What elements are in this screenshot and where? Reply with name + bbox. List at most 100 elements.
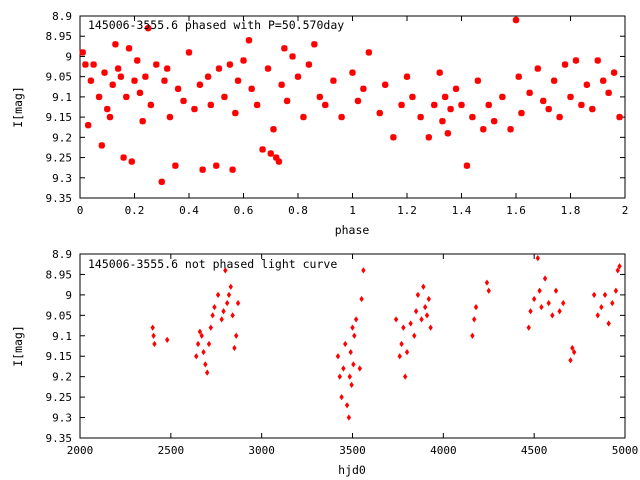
data-point bbox=[166, 113, 174, 121]
data-point bbox=[376, 109, 383, 117]
data-point bbox=[84, 122, 92, 129]
data-point bbox=[79, 49, 86, 56]
data-point bbox=[578, 101, 585, 109]
data-point bbox=[550, 312, 555, 319]
data-point bbox=[125, 45, 133, 52]
data-point bbox=[594, 57, 601, 64]
y-tick-label: 9.2 bbox=[52, 131, 72, 144]
data-point bbox=[484, 279, 490, 286]
y-tick-label: 9.35 bbox=[46, 432, 73, 445]
data-point bbox=[172, 162, 179, 169]
data-point bbox=[305, 61, 313, 68]
data-point bbox=[422, 304, 428, 311]
x-tick-label: 3500 bbox=[339, 444, 366, 457]
data-point bbox=[404, 349, 410, 356]
data-point bbox=[359, 295, 364, 303]
data-point bbox=[352, 332, 357, 339]
data-point bbox=[589, 105, 596, 113]
y-tick-label: 9.25 bbox=[46, 391, 73, 404]
data-point bbox=[615, 267, 620, 274]
data-point bbox=[128, 158, 135, 165]
x-tick-label: 2500 bbox=[158, 444, 185, 457]
data-point bbox=[234, 77, 242, 84]
y-tick-label: 9.35 bbox=[46, 192, 73, 205]
data-point bbox=[185, 49, 193, 56]
data-point bbox=[463, 162, 471, 169]
data-point bbox=[402, 373, 408, 380]
data-point bbox=[360, 85, 367, 92]
data-point bbox=[344, 402, 350, 409]
data-point bbox=[90, 61, 97, 68]
data-point bbox=[294, 73, 302, 80]
data-point bbox=[248, 85, 255, 92]
data-point bbox=[583, 81, 591, 88]
data-point bbox=[150, 324, 155, 331]
data-point bbox=[267, 150, 274, 157]
y-tick-label: 9.15 bbox=[46, 350, 73, 363]
y-axis-label: I[mag] bbox=[11, 86, 25, 128]
data-point bbox=[134, 57, 141, 64]
data-point bbox=[474, 77, 482, 84]
data-point bbox=[426, 295, 431, 303]
y-tick-label: 8.95 bbox=[46, 268, 73, 281]
data-point bbox=[224, 299, 230, 307]
y-tick-label: 9 bbox=[65, 50, 72, 63]
y-axis-label: I[mag] bbox=[11, 325, 25, 367]
data-point bbox=[425, 134, 432, 141]
data-point bbox=[215, 65, 223, 72]
data-point bbox=[228, 283, 233, 290]
data-point bbox=[215, 291, 221, 299]
data-point bbox=[226, 61, 234, 68]
y-tick-label: 8.9 bbox=[52, 248, 72, 261]
data-point bbox=[617, 263, 622, 270]
data-point bbox=[361, 267, 366, 274]
data-point bbox=[599, 304, 604, 311]
data-point bbox=[191, 105, 198, 113]
x-tick-label: 0.2 bbox=[125, 204, 145, 217]
y-tick-label: 9.1 bbox=[52, 330, 72, 343]
data-point bbox=[571, 349, 577, 356]
data-point bbox=[221, 93, 228, 101]
y-tick-label: 9 bbox=[65, 289, 72, 302]
x-tick-label: 1.6 bbox=[506, 204, 526, 217]
data-point bbox=[526, 89, 533, 97]
x-tick-label: 0.4 bbox=[179, 204, 199, 217]
data-point bbox=[235, 299, 241, 307]
tick-marks: 0 0.2 0.4 0.6 0.8 1 1.2 1.4 1.6 1.8 2 8.9 8.95 9 9.05 9… bbox=[46, 10, 629, 217]
data-point bbox=[346, 414, 352, 421]
data-point bbox=[470, 332, 475, 339]
data-point bbox=[223, 267, 228, 274]
x-tick-label: 1.2 bbox=[397, 204, 417, 217]
data-point bbox=[412, 332, 417, 339]
data-point bbox=[605, 89, 612, 97]
data-point bbox=[343, 340, 348, 348]
data-point bbox=[195, 340, 201, 348]
data-point bbox=[142, 73, 149, 80]
data-point bbox=[567, 93, 574, 101]
data-point bbox=[253, 101, 261, 109]
data-point bbox=[526, 324, 531, 331]
data-point bbox=[441, 93, 449, 101]
data-point bbox=[131, 77, 138, 84]
data-point bbox=[393, 316, 399, 323]
data-point bbox=[174, 85, 182, 92]
data-point bbox=[354, 97, 362, 105]
data-point bbox=[278, 81, 285, 88]
data-point bbox=[226, 291, 232, 299]
data-point bbox=[151, 332, 156, 339]
data-point bbox=[210, 312, 215, 319]
data-point bbox=[120, 154, 127, 161]
data-point bbox=[431, 101, 438, 109]
x-tick-label: 3000 bbox=[248, 444, 275, 457]
data-point bbox=[419, 316, 424, 323]
data-point bbox=[300, 113, 307, 121]
data-point bbox=[421, 283, 426, 290]
data-point bbox=[204, 369, 210, 376]
data-point bbox=[610, 69, 618, 76]
data-point bbox=[553, 287, 559, 294]
data-point bbox=[104, 105, 111, 113]
data-point bbox=[109, 81, 116, 88]
data-point bbox=[349, 69, 356, 76]
data-point bbox=[613, 287, 619, 294]
